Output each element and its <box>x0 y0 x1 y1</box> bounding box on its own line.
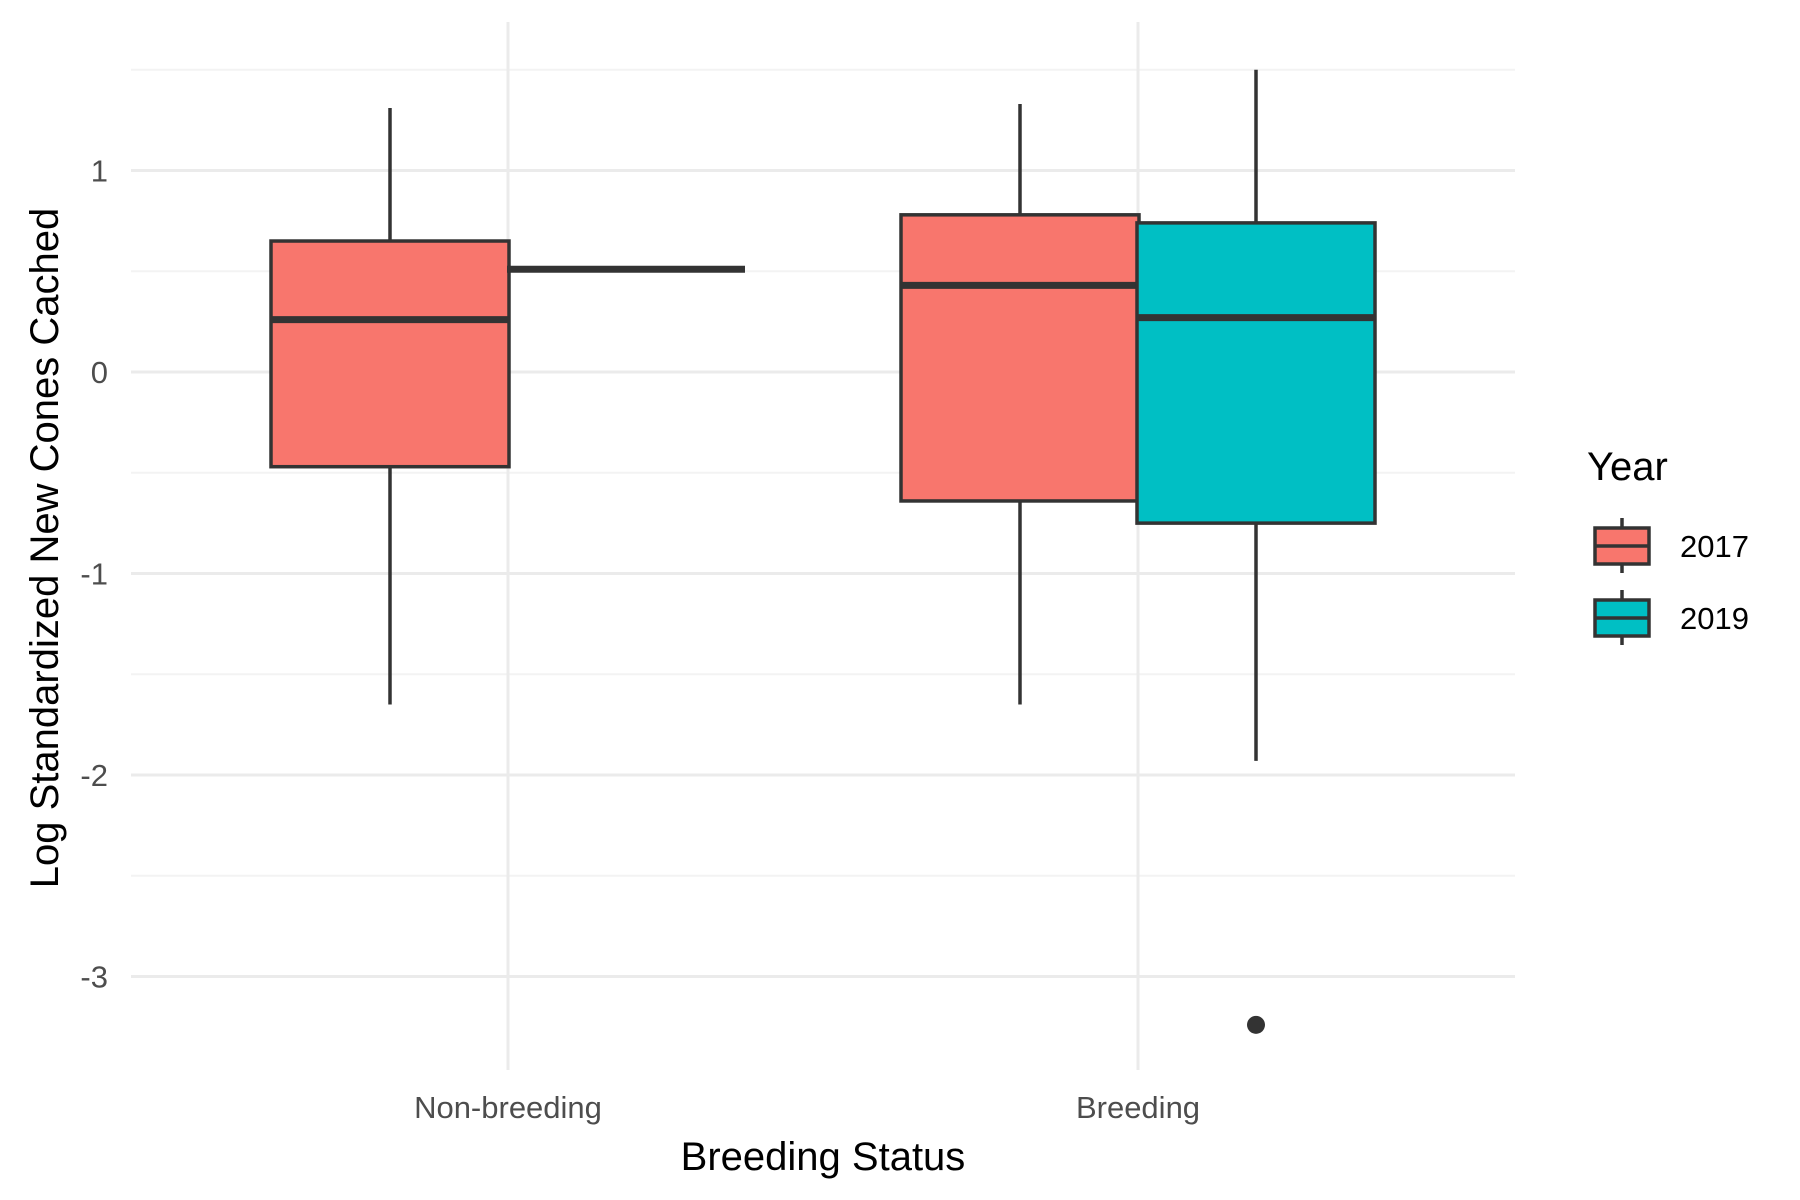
iqr-box <box>1135 221 1377 525</box>
legend: Year 2017 2019 <box>1587 445 1749 645</box>
y-tick-label: -3 <box>80 960 108 995</box>
outlier-point <box>1247 1015 1265 1034</box>
box-2019-breeding <box>1135 69 1377 1034</box>
legend-item-2017: 2017 <box>1593 518 1749 573</box>
iqr-box <box>269 239 511 469</box>
y-tick-label: 0 <box>91 355 108 390</box>
y-tick-label: -1 <box>80 557 108 592</box>
grid <box>131 22 1515 1070</box>
legend-title: Year <box>1587 445 1668 489</box>
y-tick-label: -2 <box>80 758 108 793</box>
x-tick-label: Breeding <box>1076 1090 1200 1125</box>
y-axis-title: Log Standardized New Cones Cached <box>23 208 67 888</box>
y-tick-label: 1 <box>91 154 108 189</box>
legend-label: 2017 <box>1680 529 1749 564</box>
iqr-box <box>899 213 1141 503</box>
boxplots <box>269 69 1377 1034</box>
x-axis-title: Breeding Status <box>681 1135 966 1179</box>
x-tick-labels: Non-breeding Breeding <box>414 1090 1200 1125</box>
box-2017-breeding <box>899 104 1141 705</box>
box-2017-non-breeding <box>269 108 511 705</box>
x-tick-label: Non-breeding <box>414 1090 602 1125</box>
y-tick-labels: 1 0 -1 -2 -3 <box>80 154 108 995</box>
legend-label: 2019 <box>1680 601 1749 636</box>
legend-item-2019: 2019 <box>1593 590 1749 645</box>
